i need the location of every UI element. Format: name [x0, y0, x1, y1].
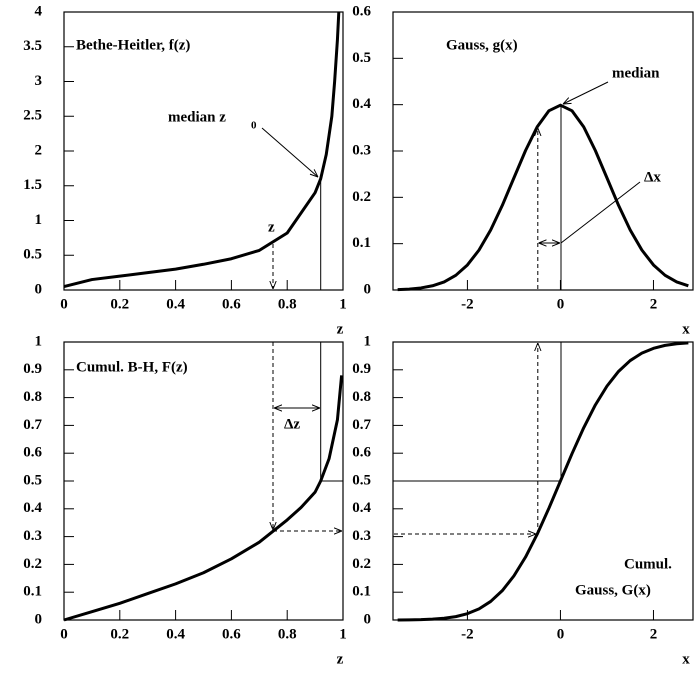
y-tick-label: 0.1: [352, 235, 371, 251]
y-tick-label: 0.6: [23, 445, 42, 461]
y-tick-label: 1: [364, 333, 372, 349]
y-tick-label: 0: [35, 281, 43, 297]
plot-frame: [392, 11, 694, 291]
y-tick-label: 3.5: [23, 38, 42, 54]
x-tick-label: -2: [461, 626, 474, 642]
y-tick-label: 0.2: [352, 556, 371, 572]
x-tick-label: 0: [557, 626, 565, 642]
y-tick-label: 0: [35, 611, 43, 627]
y-tick-label: 0.3: [352, 528, 371, 544]
y-tick-label: 3: [35, 73, 43, 89]
annotation: z: [268, 219, 275, 235]
x-tick-label: 1: [339, 626, 347, 642]
pointer: [560, 181, 641, 244]
y-tick-label: 0.9: [23, 361, 42, 377]
x-tick-label: 0.2: [110, 296, 129, 312]
y-tick-label: 0.5: [352, 50, 371, 66]
panel-title: Bethe-Heitler, f(z): [76, 37, 190, 53]
curve: [397, 341, 689, 622]
y-tick-label: 4: [35, 3, 43, 19]
panel-title: Gauss, g(x): [446, 37, 518, 53]
y-tick-label: 0.8: [352, 389, 371, 405]
y-tick-label: 0: [364, 281, 372, 297]
x-tick-label: 0.4: [166, 626, 185, 642]
y-tick-label: 0.1: [352, 584, 371, 600]
x-tick-label: 0.6: [222, 626, 241, 642]
y-tick-label: 0: [364, 611, 372, 627]
x-tick-label: 0: [60, 626, 68, 642]
x-tick-label: 2: [650, 296, 658, 312]
y-tick-label: 0.4: [352, 500, 371, 516]
curve: [397, 103, 689, 292]
panel-title: Gauss, G(x): [575, 582, 651, 598]
x-tick-label: -2: [461, 296, 474, 312]
y-tick-label: 0.8: [23, 389, 42, 405]
plot-frame: [63, 341, 344, 621]
x-tick-label: 0.4: [166, 296, 185, 312]
y-tick-label: 0.4: [23, 500, 42, 516]
y-tick-label: 0.2: [352, 189, 371, 205]
plot-frame: [63, 11, 344, 291]
y-tick-label: 1.5: [23, 177, 42, 193]
x-tick-label: 0: [60, 296, 68, 312]
x-axis-label: x: [682, 651, 690, 667]
x-tick-label: 0.2: [110, 626, 129, 642]
y-tick-label: 1: [35, 212, 43, 228]
annotation: Δx: [644, 169, 661, 185]
x-axis-label: x: [682, 321, 690, 337]
y-tick-label: 0.5: [352, 472, 371, 488]
y-tick-label: 0.4: [352, 96, 371, 112]
x-tick-label: 2: [650, 626, 658, 642]
curve: [63, 11, 341, 288]
y-tick-label: 0.7: [352, 417, 371, 433]
arrow: [563, 81, 609, 104]
y-tick-label: 0.3: [352, 142, 371, 158]
y-tick-label: 2.5: [23, 108, 42, 124]
x-axis-label: z: [337, 651, 344, 667]
y-tick-label: 0.7: [23, 417, 42, 433]
annotation: median z: [168, 109, 226, 125]
y-tick-label: 0.9: [352, 361, 371, 377]
annotation: Δz: [284, 416, 300, 432]
y-tick-label: 0.5: [23, 247, 42, 263]
x-tick-label: 0.8: [278, 626, 297, 642]
panel-title: Cumul.: [624, 556, 672, 572]
y-tick-label: 0.1: [23, 584, 42, 600]
annotation-subscript: 0: [251, 120, 257, 132]
y-tick-label: 0.2: [23, 556, 42, 572]
arrow: [261, 127, 318, 177]
y-tick-label: 0.3: [23, 528, 42, 544]
x-tick-label: 0.6: [222, 296, 241, 312]
y-tick-label: 0.6: [352, 445, 371, 461]
x-tick-label: 1: [339, 296, 347, 312]
x-tick-label: 0: [557, 296, 565, 312]
panel-title: Cumul. B-H, F(z): [76, 359, 188, 375]
x-tick-label: 0.8: [278, 296, 297, 312]
y-tick-label: 0.6: [352, 3, 371, 19]
annotation: median: [612, 65, 660, 81]
y-tick-label: 1: [35, 333, 43, 349]
x-axis-label: z: [337, 321, 344, 337]
curve: [63, 375, 344, 622]
y-tick-label: 0.5: [23, 472, 42, 488]
y-tick-label: 2: [35, 142, 43, 158]
